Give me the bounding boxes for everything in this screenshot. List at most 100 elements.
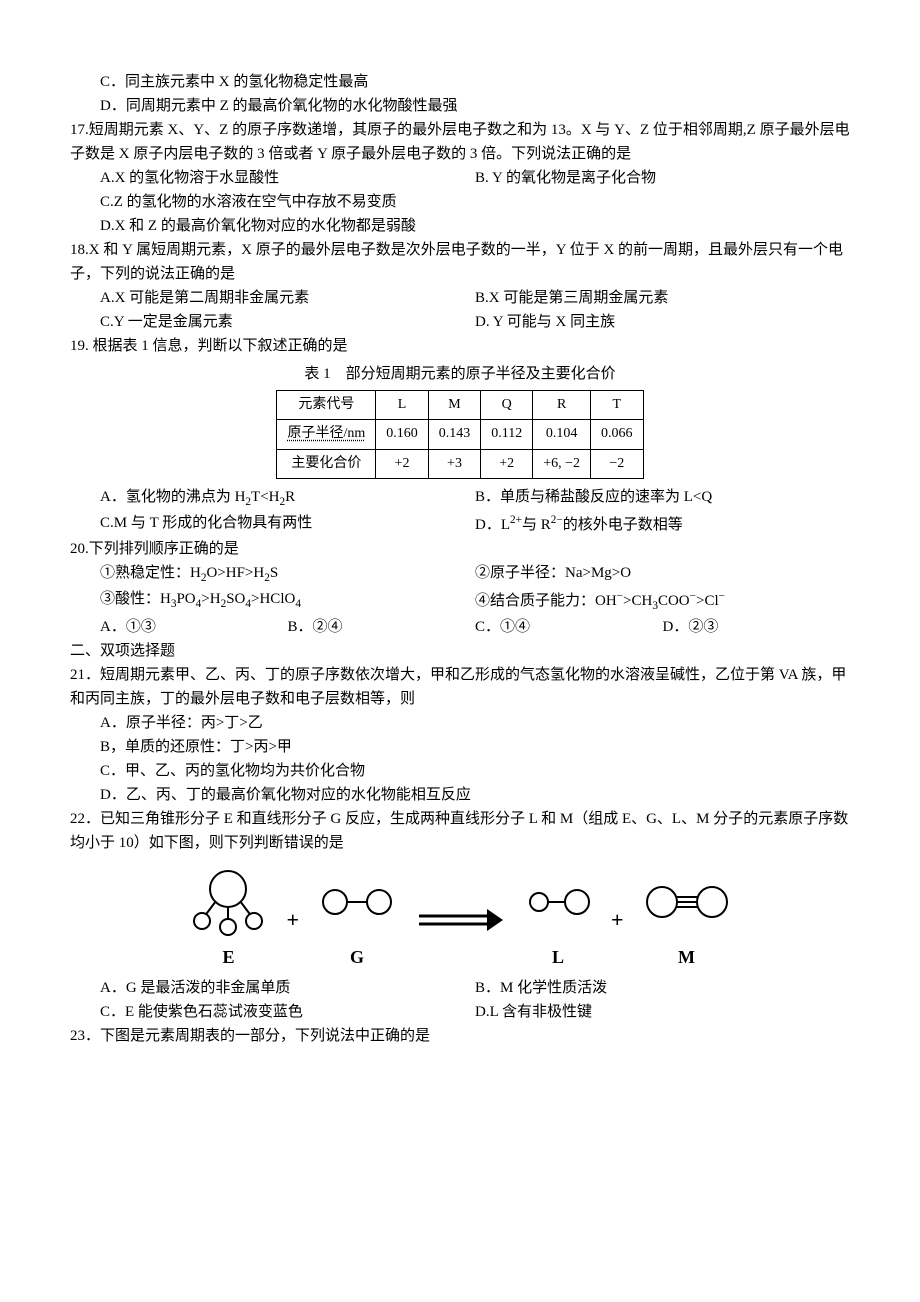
q17-opt-a: A.X 的氢化物溶于水显酸性 <box>100 166 475 190</box>
molecule-m: M <box>642 867 732 972</box>
q18-options-row1: A.X 可能是第二周期非金属元素 B.X 可能是第三周期金属元素 <box>70 286 850 310</box>
molecule-m-icon <box>642 867 732 937</box>
q19-table-caption: 表 1 部分短周期元素的原子半径及主要化合价 <box>70 362 850 386</box>
molecule-l-icon <box>523 867 593 937</box>
text: T<H <box>251 489 279 505</box>
q18-stem: 18.X 和 Y 属短周期元素，X 原子的最外层电子数是次外层电子数的一半，Y … <box>70 238 850 286</box>
molecule-e-label: E <box>222 943 234 972</box>
text: D．L <box>475 517 510 533</box>
molecule-l-label: L <box>552 943 564 972</box>
molecule-m-label: M <box>678 943 695 972</box>
q19-opt-d: D．L2+与 R2−的核外电子数相等 <box>475 511 850 537</box>
q20-opt-b: B．②④ <box>288 615 476 639</box>
text: SO <box>226 591 245 607</box>
q19-stem: 19. 根据表 1 信息，判断以下叙述正确的是 <box>70 334 850 358</box>
q22-opt-a: A．G 是最活泼的非金属单质 <box>100 976 475 1000</box>
td: 0.160 <box>376 420 429 449</box>
q21-opt-c: C．甲、乙、丙的氢化物均为共价化合物 <box>70 759 850 783</box>
th: M <box>428 391 481 420</box>
td: 0.143 <box>428 420 481 449</box>
q22-options-row1: A．G 是最活泼的非金属单质 B．M 化学性质活泼 <box>70 976 850 1000</box>
molecule-g-label: G <box>350 943 364 972</box>
molecule-e: E <box>188 867 268 972</box>
q17-options-row1: A.X 的氢化物溶于水显酸性 B. Y 的氧化物是离子化合物 <box>70 166 850 190</box>
text: >Cl <box>696 593 719 609</box>
q19-options-row1: A．氢化物的沸点为 H2T<H2R B．单质与稀盐酸反应的速率为 L<Q <box>70 485 850 511</box>
molecule-e-icon <box>188 867 268 937</box>
radius-label: 原子半径/nm <box>287 426 365 441</box>
section-2-heading: 二、双项选择题 <box>70 639 850 663</box>
q21-opt-d: D．乙、丙、丁的最高价氧化物对应的水化物能相互反应 <box>70 783 850 807</box>
td: 0.112 <box>481 420 533 449</box>
q19-opt-c: C.M 与 T 形成的化合物具有两性 <box>100 511 475 537</box>
q22-opt-d: D.L 含有非极性键 <box>475 1000 850 1024</box>
td: +3 <box>428 449 481 478</box>
text: >HClO <box>251 591 295 607</box>
row-label: 原子半径/nm <box>277 420 376 449</box>
text: S <box>270 565 278 581</box>
td: 0.104 <box>533 420 591 449</box>
q20-item3: ③酸性：H3PO4>H2SO4>HClO4 <box>100 587 475 615</box>
q22-opt-b: B．M 化学性质活泼 <box>475 976 850 1000</box>
q19-table: 元素代号 L M Q R T 原子半径/nm 0.160 0.143 0.112… <box>276 390 643 479</box>
q17-opt-c: C.Z 的氢化物的水溶液在空气中存放不易变质 <box>70 190 850 214</box>
q17-opt-d: D.X 和 Z 的最高价氧化物对应的水化物都是弱酸 <box>70 214 850 238</box>
text: R <box>285 489 295 505</box>
q20-opt-c: C．①④ <box>475 615 663 639</box>
text: O>HF>H <box>206 565 264 581</box>
q19-opt-a: A．氢化物的沸点为 H2T<H2R <box>100 485 475 511</box>
q18-opt-a: A.X 可能是第二周期非金属元素 <box>100 286 475 310</box>
q18-options-row2: C.Y 一定是金属元素 D. Y 可能与 X 同主族 <box>70 310 850 334</box>
molecule-l: L <box>523 867 593 972</box>
q22-opt-c: C．E 能使紫色石蕊试液变蓝色 <box>100 1000 475 1024</box>
q20-options: A．①③ B．②④ C．①④ D．②③ <box>70 615 850 639</box>
text: ③酸性：H <box>100 591 171 607</box>
text: 的核外电子数相等 <box>563 517 683 533</box>
q16-opt-c: C．同主族元素中 X 的氢化物稳定性最高 <box>70 70 850 94</box>
text: PO <box>176 591 195 607</box>
td: +6, −2 <box>533 449 591 478</box>
plus-icon: + <box>611 902 624 937</box>
th: L <box>376 391 429 420</box>
table-row: 主要化合价 +2 +3 +2 +6, −2 −2 <box>277 449 643 478</box>
th: T <box>591 391 644 420</box>
td: +2 <box>376 449 429 478</box>
text: COO <box>658 593 690 609</box>
text: ④结合质子能力：OH <box>475 593 617 609</box>
q19-options-row2: C.M 与 T 形成的化合物具有两性 D．L2+与 R2−的核外电子数相等 <box>70 511 850 537</box>
q21-stem: 21．短周期元素甲、乙、丙、丁的原子序数依次增大，甲和乙形成的气态氢化物的水溶液… <box>70 663 850 711</box>
row-label: 主要化合价 <box>277 449 376 478</box>
td: −2 <box>591 449 644 478</box>
q20-item1: ①熟稳定性：H2O>HF>H2S <box>100 561 475 587</box>
q20-opt-a: A．①③ <box>100 615 288 639</box>
q19-opt-b: B．单质与稀盐酸反应的速率为 L<Q <box>475 485 850 511</box>
text: >H <box>201 591 220 607</box>
th: R <box>533 391 591 420</box>
molecule-g: G <box>317 867 397 972</box>
q22-reaction-diagram: E + G L + M <box>70 867 850 972</box>
q20-line1: ①熟稳定性：H2O>HF>H2S ②原子半径：Na>Mg>O <box>70 561 850 587</box>
q17-opt-b: B. Y 的氧化物是离子化合物 <box>475 166 850 190</box>
q21-opt-b: B，单质的还原性：丁>丙>甲 <box>70 735 850 759</box>
table-row: 原子半径/nm 0.160 0.143 0.112 0.104 0.066 <box>277 420 643 449</box>
molecule-g-icon <box>317 867 397 937</box>
table-row: 元素代号 L M Q R T <box>277 391 643 420</box>
text: >CH <box>623 593 652 609</box>
q18-opt-c: C.Y 一定是金属元素 <box>100 310 475 334</box>
q18-opt-d: D. Y 可能与 X 同主族 <box>475 310 850 334</box>
plus-icon: + <box>286 902 299 937</box>
reaction-arrow-icon <box>415 905 505 935</box>
q18-opt-b: B.X 可能是第三周期金属元素 <box>475 286 850 310</box>
text: A．氢化物的沸点为 H <box>100 489 245 505</box>
text: ①熟稳定性：H <box>100 565 201 581</box>
q20-item4: ④结合质子能力：OH−>CH3COO−>Cl− <box>475 587 850 615</box>
q20-stem: 20.下列排列顺序正确的是 <box>70 537 850 561</box>
q22-options-row2: C．E 能使紫色石蕊试液变蓝色 D.L 含有非极性键 <box>70 1000 850 1024</box>
th-label: 元素代号 <box>277 391 376 420</box>
q20-line2: ③酸性：H3PO4>H2SO4>HClO4 ④结合质子能力：OH−>CH3COO… <box>70 587 850 615</box>
q20-item2: ②原子半径：Na>Mg>O <box>475 561 850 587</box>
q20-opt-d: D．②③ <box>663 615 851 639</box>
text: 与 R <box>522 517 551 533</box>
td: 0.066 <box>591 420 644 449</box>
q21-opt-a: A．原子半径：丙>丁>乙 <box>70 711 850 735</box>
